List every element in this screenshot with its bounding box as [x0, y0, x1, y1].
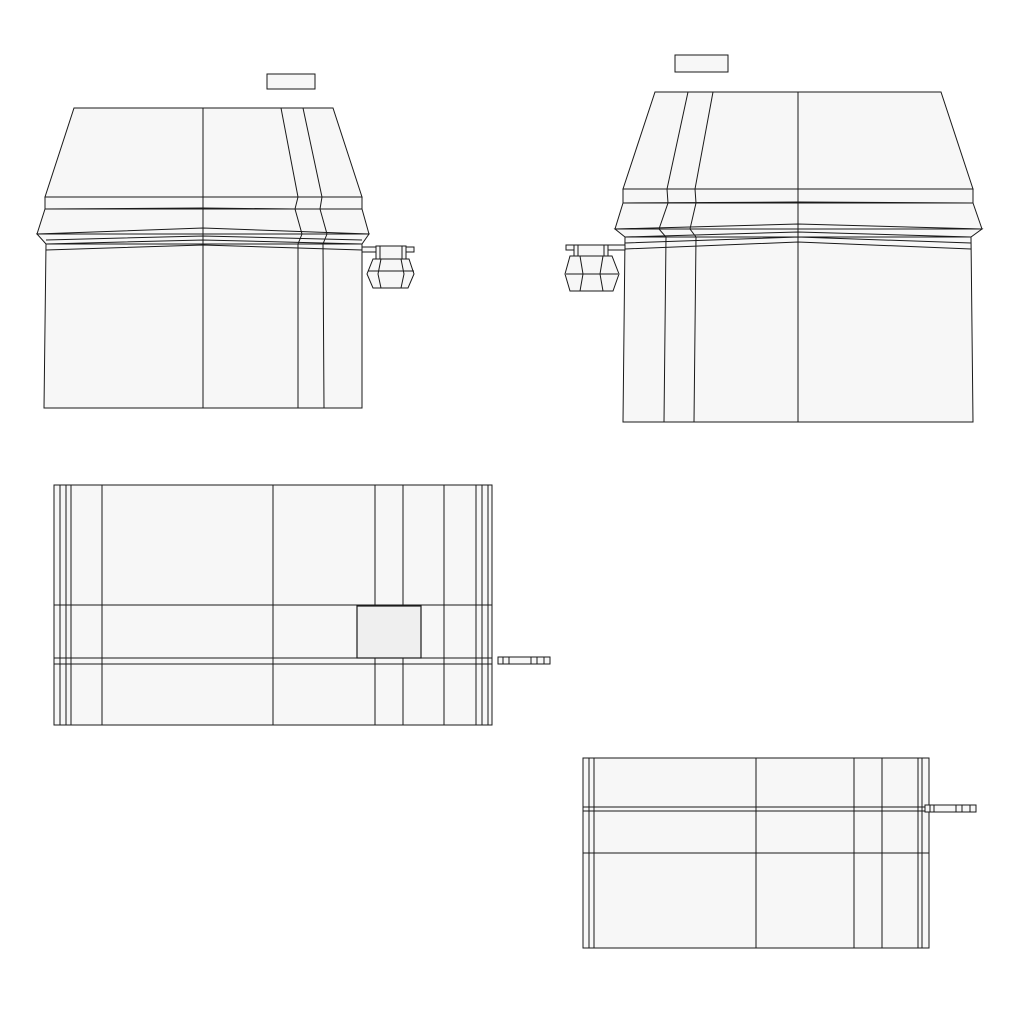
front-elevation-view — [35, 73, 415, 409]
roof-opening — [356, 605, 422, 659]
vent-cap — [266, 73, 316, 90]
plan-view — [53, 484, 551, 726]
pipe-stub — [924, 804, 977, 813]
rear-elevation-view — [564, 54, 984, 423]
pipe-stub — [497, 656, 551, 665]
valve-body — [366, 258, 415, 289]
side-plan-view — [582, 757, 977, 949]
vent-cap — [674, 54, 729, 73]
